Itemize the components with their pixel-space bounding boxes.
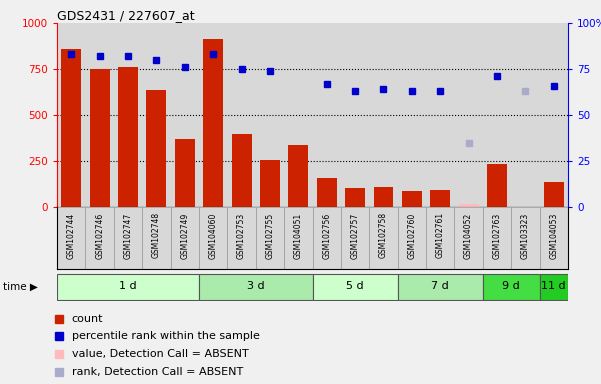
Bar xyxy=(540,207,568,269)
Bar xyxy=(227,207,256,269)
Bar xyxy=(313,207,341,269)
Text: GSM104051: GSM104051 xyxy=(294,212,303,258)
Bar xyxy=(511,207,540,269)
Bar xyxy=(430,190,450,207)
Text: 7 d: 7 d xyxy=(432,281,449,291)
Text: GSM104052: GSM104052 xyxy=(464,212,473,258)
Text: GSM102744: GSM102744 xyxy=(67,212,76,258)
Bar xyxy=(544,182,564,207)
Bar xyxy=(426,207,454,269)
Bar xyxy=(398,207,426,269)
Text: 5 d: 5 d xyxy=(346,281,364,291)
Text: GSM102753: GSM102753 xyxy=(237,212,246,258)
Bar xyxy=(147,90,166,207)
Text: GSM102758: GSM102758 xyxy=(379,212,388,258)
Text: count: count xyxy=(72,314,103,324)
Text: value, Detection Call = ABSENT: value, Detection Call = ABSENT xyxy=(72,349,248,359)
Text: rank, Detection Call = ABSENT: rank, Detection Call = ABSENT xyxy=(72,367,243,377)
Text: GSM102747: GSM102747 xyxy=(124,212,133,258)
Text: GSM102757: GSM102757 xyxy=(350,212,359,258)
Bar xyxy=(256,207,284,269)
Bar xyxy=(369,207,398,269)
Bar xyxy=(454,207,483,269)
Text: GSM103323: GSM103323 xyxy=(521,212,530,258)
Bar xyxy=(260,161,280,207)
Bar xyxy=(288,145,308,207)
Text: GSM102761: GSM102761 xyxy=(436,212,445,258)
Bar xyxy=(118,67,138,207)
Text: GSM102756: GSM102756 xyxy=(322,212,331,258)
Bar xyxy=(142,207,171,269)
Text: GSM104060: GSM104060 xyxy=(209,212,218,259)
Bar xyxy=(398,274,483,300)
Text: 9 d: 9 d xyxy=(502,281,520,291)
Bar xyxy=(345,188,365,207)
Bar xyxy=(61,49,81,207)
Text: GSM102760: GSM102760 xyxy=(407,212,416,258)
Bar xyxy=(341,207,369,269)
Bar xyxy=(483,274,540,300)
Bar xyxy=(284,207,313,269)
Bar xyxy=(57,274,199,300)
Bar xyxy=(540,274,568,300)
Text: percentile rank within the sample: percentile rank within the sample xyxy=(72,331,260,341)
Bar xyxy=(175,139,195,207)
Text: GSM102746: GSM102746 xyxy=(95,212,104,258)
Bar xyxy=(487,164,507,207)
Bar xyxy=(114,207,142,269)
Text: 3 d: 3 d xyxy=(247,281,264,291)
Bar xyxy=(171,207,199,269)
Bar xyxy=(199,207,227,269)
Bar xyxy=(459,204,478,207)
Text: time ▶: time ▶ xyxy=(3,282,38,292)
Bar xyxy=(402,191,422,207)
Text: 11 d: 11 d xyxy=(542,281,566,291)
Text: GSM102749: GSM102749 xyxy=(180,212,189,258)
Bar xyxy=(374,187,394,207)
Text: 1 d: 1 d xyxy=(119,281,137,291)
Text: GSM104053: GSM104053 xyxy=(549,212,558,259)
Bar xyxy=(231,134,251,207)
Bar xyxy=(483,207,511,269)
Bar xyxy=(313,274,398,300)
Bar xyxy=(199,274,313,300)
Bar xyxy=(57,207,85,269)
Bar xyxy=(317,178,337,207)
Bar xyxy=(203,39,223,207)
Bar xyxy=(85,207,114,269)
Text: GSM102763: GSM102763 xyxy=(492,212,501,258)
Bar xyxy=(90,69,109,207)
Text: GSM102755: GSM102755 xyxy=(266,212,275,258)
Text: GDS2431 / 227607_at: GDS2431 / 227607_at xyxy=(57,9,195,22)
Text: GSM102748: GSM102748 xyxy=(152,212,161,258)
